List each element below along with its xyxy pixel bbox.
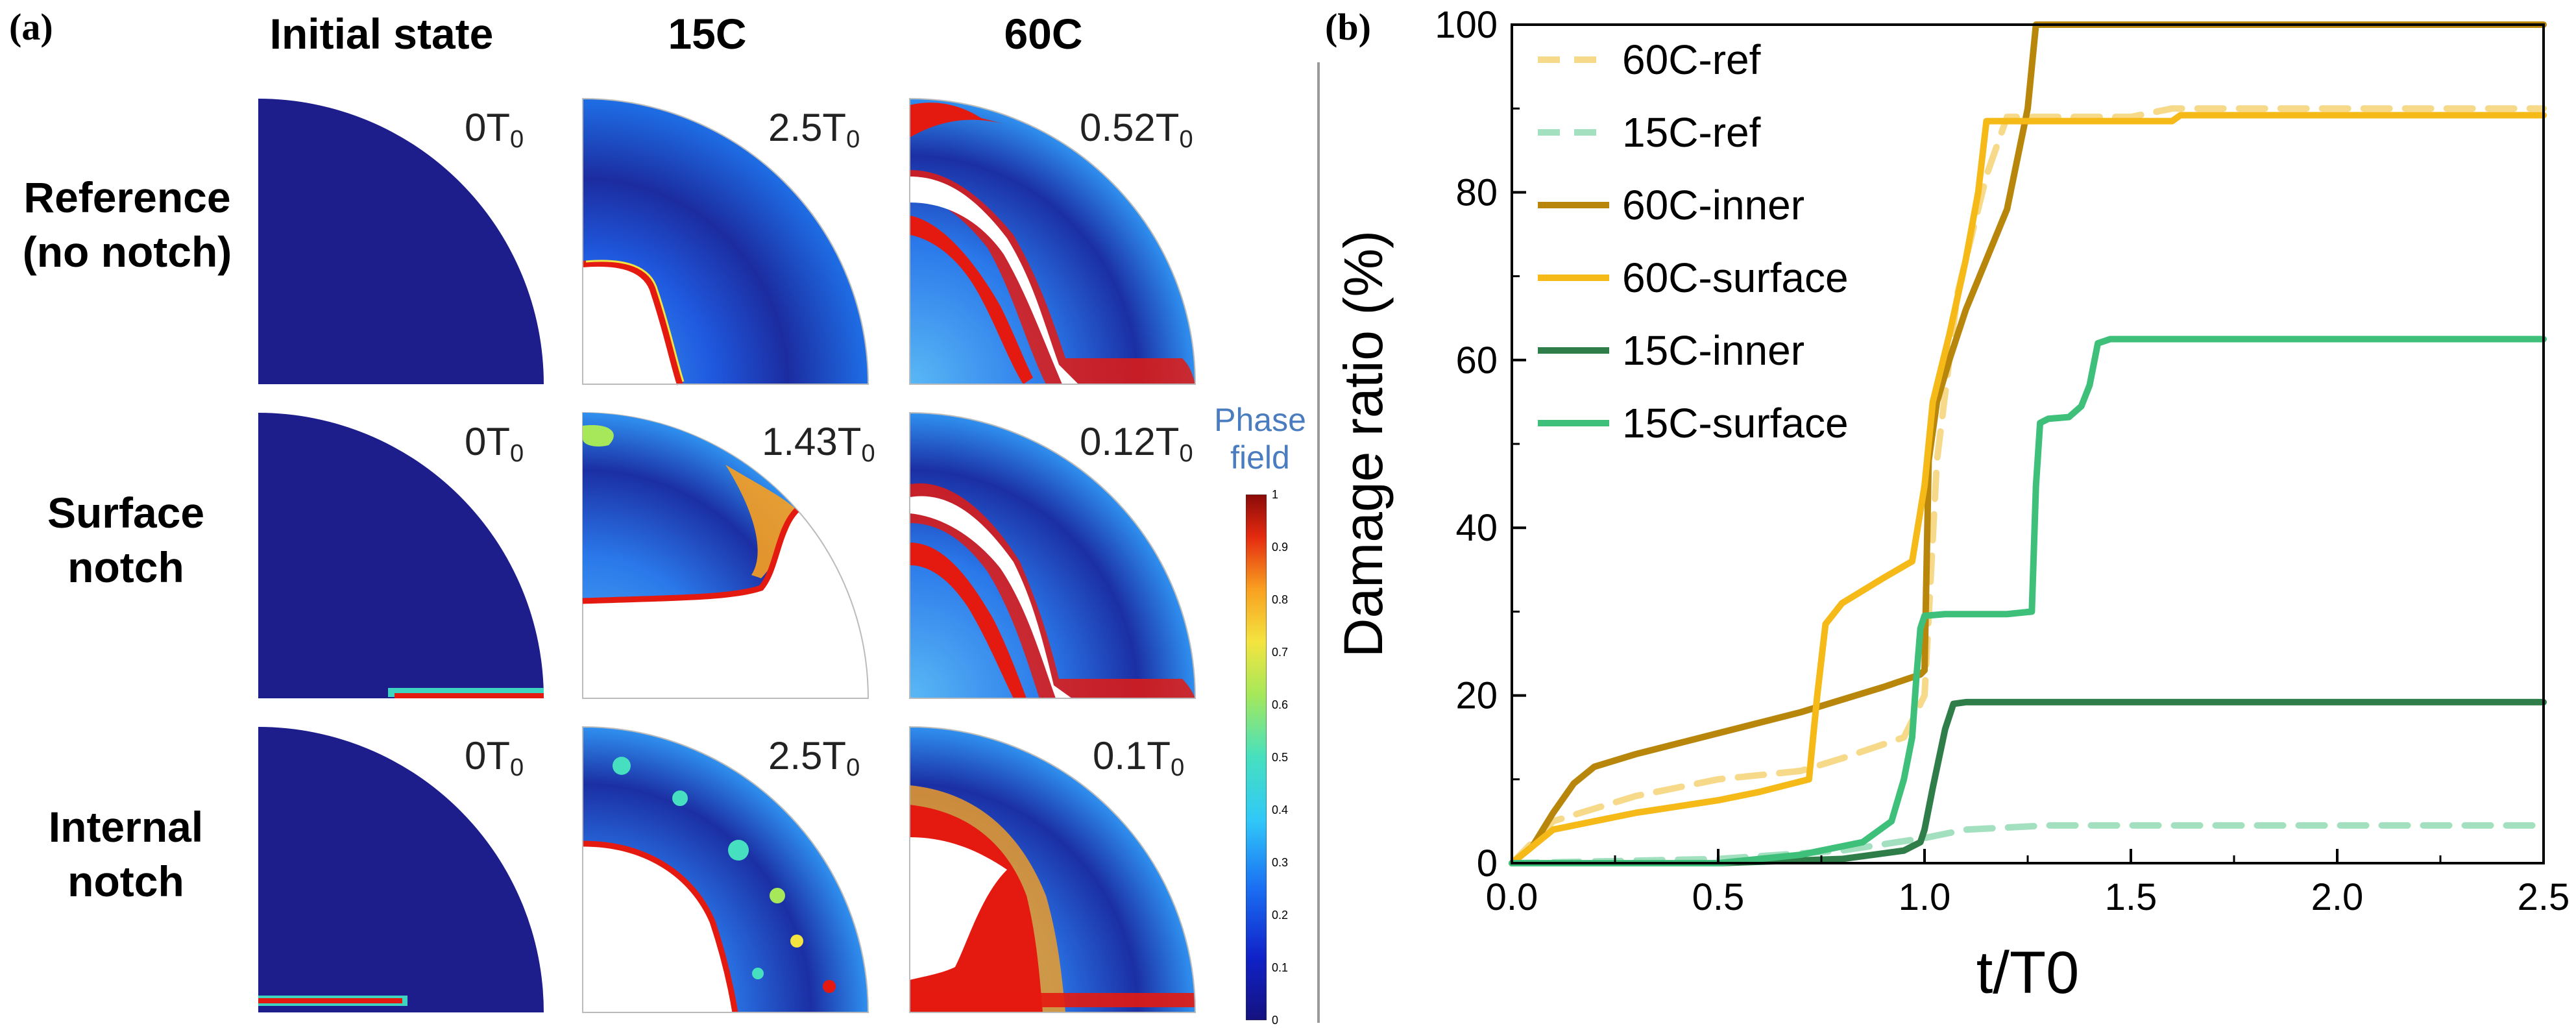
- panel-a-label: (a): [9, 6, 53, 48]
- time-label: 2.5T0: [768, 733, 860, 782]
- row-header-surface-line1: Surface: [47, 489, 205, 537]
- series-line-15c-ref: [1509, 822, 2547, 866]
- time-label-value: 2.5T: [768, 734, 847, 777]
- field-map-surface-15c: [582, 411, 869, 699]
- series-line-60c-ref: [1509, 105, 2547, 866]
- series-line-15c-surface: [1509, 336, 2547, 866]
- time-label-value: 0T: [465, 734, 511, 777]
- x-tick-label: 2.5: [2518, 876, 2570, 918]
- time-label-subscript: 0: [1179, 126, 1193, 153]
- time-label-value: 0.12T: [1080, 420, 1180, 463]
- field-map-reference-60c: [909, 97, 1197, 385]
- colorbar-title: Phase field: [1195, 401, 1325, 476]
- row-header-reference-line2: (no notch): [22, 228, 232, 276]
- legend-label: 15C-ref: [1622, 109, 1761, 156]
- x-tick-label: 0.5: [1692, 876, 1745, 918]
- time-label-value: 0.52T: [1080, 106, 1180, 149]
- y-tick-label: 0: [1477, 842, 1498, 885]
- time-label-value: 2.5T: [768, 106, 847, 149]
- x-tick-label: 1.0: [1899, 876, 1951, 918]
- legend-label: 60C-ref: [1622, 36, 1761, 83]
- y-tick-label: 100: [1435, 4, 1498, 46]
- field-map-reference-15c: [582, 97, 869, 386]
- x-tick-label: 2.0: [2311, 876, 2364, 918]
- time-label-value: 0T: [465, 106, 511, 149]
- colorbar-tick-label: 0.6: [1272, 698, 1289, 711]
- time-label: 0.12T0: [1080, 419, 1193, 468]
- time-label-subscript: 0: [510, 126, 524, 153]
- time-label-value: 0.1T: [1093, 734, 1171, 777]
- series-line-60c-inner: [1509, 21, 2547, 866]
- colorbar-tick-label: 0.9: [1272, 541, 1289, 554]
- legend-label: 60C-surface: [1622, 254, 1849, 301]
- time-label-subscript: 0: [861, 440, 875, 467]
- y-tick-label: 20: [1455, 675, 1498, 717]
- series-line-15c-inner: [1509, 698, 2547, 866]
- y-tick-label: 80: [1455, 171, 1498, 214]
- time-label: 2.5T0: [768, 105, 860, 154]
- series-line-60c-surface: [1509, 112, 2547, 866]
- row-header-surface: Surface notch: [0, 485, 256, 594]
- time-label-subscript: 0: [510, 440, 524, 467]
- row-header-internal-line2: notch: [67, 857, 184, 905]
- row-header-reference: Reference (no notch): [0, 170, 257, 279]
- field-map-internal-15c: [582, 726, 869, 1013]
- time-label: 0T0: [465, 105, 524, 154]
- field-map-surface-60c: [909, 411, 1197, 699]
- row-header-internal: Internal notch: [0, 800, 256, 909]
- colorbar-tick-label: 0.7: [1272, 646, 1289, 659]
- colorbar-tick-label: 0.1: [1272, 961, 1289, 974]
- field-map-internal-initial: [258, 727, 544, 1012]
- field-map-reference-initial: [258, 99, 544, 384]
- column-header-initial: Initial state: [269, 10, 494, 58]
- colorbar-tick-label: 0.4: [1272, 803, 1289, 816]
- time-label-value: 1.43T: [762, 420, 862, 463]
- colorbar-tick-label: 0.3: [1272, 856, 1289, 869]
- x-tick-label: 1.5: [2105, 876, 2157, 918]
- time-label: 0.52T0: [1080, 105, 1193, 154]
- time-label: 0.1T0: [1093, 733, 1184, 782]
- colorbar-title-line2: field: [1230, 439, 1290, 476]
- time-label-subscript: 0: [846, 126, 860, 153]
- time-label: 1.43T0: [762, 419, 875, 468]
- time-label-subscript: 0: [846, 754, 860, 781]
- y-tick-label: 60: [1455, 339, 1498, 382]
- column-header-15c: 15C: [668, 10, 747, 58]
- time-label-subscript: 0: [1171, 754, 1185, 781]
- colorbar-tick-label: 0.2: [1272, 909, 1289, 922]
- field-map-surface-initial: [258, 413, 544, 698]
- time-label-subscript: 0: [510, 754, 524, 781]
- time-label: 0T0: [465, 733, 524, 782]
- x-tick-label: 0.0: [1486, 876, 1538, 918]
- colorbar-tick-label: 0: [1272, 1014, 1279, 1027]
- field-map-internal-60c: [909, 726, 1197, 1013]
- legend-label: 15C-surface: [1622, 400, 1849, 447]
- column-header-60c: 60C: [1004, 10, 1083, 58]
- time-label: 0T0: [465, 419, 524, 468]
- colorbar: [1245, 494, 1267, 1021]
- panel-b-label: (b): [1325, 6, 1371, 48]
- y-tick-label: 40: [1455, 507, 1498, 549]
- colorbar-tick-label: 0.8: [1272, 593, 1289, 606]
- time-label-subscript: 0: [1179, 440, 1193, 467]
- row-header-surface-line2: notch: [67, 543, 184, 591]
- colorbar-title-line1: Phase: [1214, 402, 1306, 438]
- colorbar-tick-label: 0.5: [1272, 751, 1289, 764]
- row-header-reference-line1: Reference: [23, 173, 231, 221]
- y-axis-label: Damage ratio (%): [1333, 230, 1394, 657]
- legend-label: 15C-inner: [1622, 327, 1804, 374]
- panel-separator: [1317, 62, 1320, 1023]
- time-label-value: 0T: [465, 420, 511, 463]
- legend-label: 60C-inner: [1622, 182, 1804, 228]
- x-axis-label: t/T0: [1976, 940, 2079, 1006]
- row-header-internal-line1: Internal: [48, 803, 204, 851]
- colorbar-tick-label: 1: [1272, 488, 1279, 501]
